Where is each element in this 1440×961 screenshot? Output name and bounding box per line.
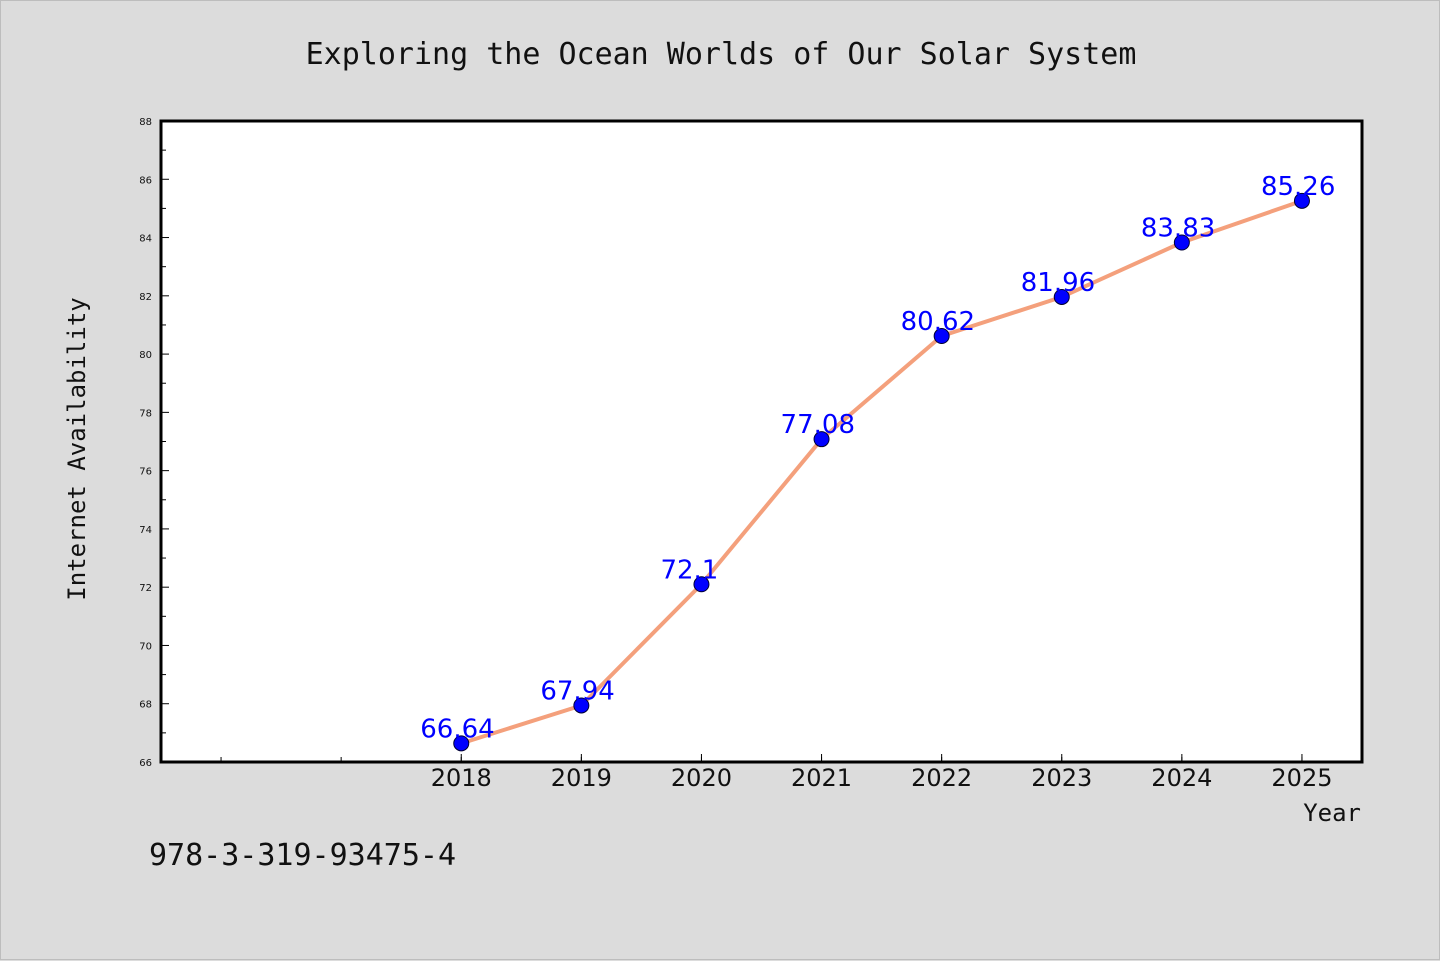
y-tick-label: 84 xyxy=(139,234,152,245)
y-tick-label: 82 xyxy=(139,292,152,303)
data-label: 67.94 xyxy=(540,676,614,706)
data-labels-layer: 66.64 67.94 72.1 77.08 80.62 81.96 83.83 85.26 xyxy=(420,172,1335,745)
data-label: 72.1 xyxy=(660,555,718,585)
data-label: 80.62 xyxy=(901,307,975,337)
data-point xyxy=(1293,192,1310,209)
data-point xyxy=(693,576,710,593)
x-tick-label: 2018 xyxy=(431,764,492,792)
x-tick-label: 2024 xyxy=(1151,764,1212,792)
y-tick-label: 74 xyxy=(139,525,152,536)
data-label: 83.83 xyxy=(1141,213,1215,243)
data-point xyxy=(453,735,470,752)
plot-area xyxy=(159,119,1364,764)
data-label: 77.08 xyxy=(781,410,855,440)
y-tick-label: 72 xyxy=(139,583,152,594)
y-axis: 66 68 70 72 74 76 78 80 82 84 86 88 xyxy=(139,117,169,769)
data-point xyxy=(1053,288,1070,305)
y-tick-label: 70 xyxy=(139,641,152,652)
data-label: 81.96 xyxy=(1021,268,1095,298)
x-tick-label: 2023 xyxy=(1031,764,1092,792)
data-label: 66.64 xyxy=(420,714,494,744)
data-label: 85.26 xyxy=(1261,172,1335,202)
x-axis-label: Year xyxy=(1303,799,1361,827)
x-tick-label: 2025 xyxy=(1271,764,1332,792)
series-line xyxy=(459,198,1304,746)
y-tick-label: 88 xyxy=(139,117,152,128)
y-tick-label: 78 xyxy=(139,408,152,419)
y-tick-label: 86 xyxy=(139,175,152,186)
data-point xyxy=(573,697,590,714)
x-tick-label: 2020 xyxy=(671,764,732,792)
data-point xyxy=(933,328,950,345)
y-tick-label: 66 xyxy=(139,758,152,769)
x-tick-label: 2019 xyxy=(551,764,612,792)
x-axis: 2018 2019 2020 2021 2022 2023 2024 2025 xyxy=(220,754,1332,792)
data-point xyxy=(1173,234,1190,251)
y-tick-label: 80 xyxy=(139,350,152,361)
x-tick-label: 2021 xyxy=(791,764,852,792)
isbn-text: 978-3-319-93475-4 xyxy=(149,838,456,873)
series-layer xyxy=(453,192,1310,752)
data-point xyxy=(813,431,830,448)
x-tick-label: 2022 xyxy=(911,764,972,792)
chart-title: Exploring the Ocean Worlds of Our Solar … xyxy=(306,37,1137,72)
y-tick-label: 68 xyxy=(139,700,152,711)
y-axis-label: Internet Availability xyxy=(63,297,91,600)
y-tick-label: 76 xyxy=(139,467,152,478)
